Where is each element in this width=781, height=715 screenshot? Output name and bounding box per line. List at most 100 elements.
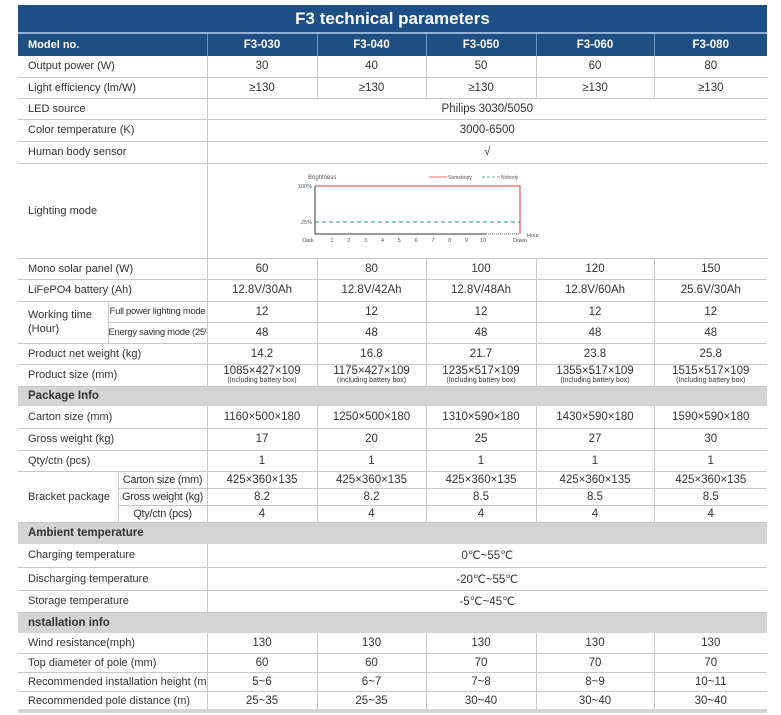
model-header-cell: F3-080	[653, 34, 767, 56]
row-label: Bracket package	[18, 471, 118, 523]
table-row: Energy saving mode (25%) 48 48 48 48 48	[18, 322, 767, 344]
value-cell: 1250×500×180	[316, 406, 426, 429]
chart-x-tick: 4	[380, 238, 383, 244]
sub-row-label: Carton size (mm)	[117, 471, 207, 489]
spanned-value-cell: √	[206, 141, 767, 164]
section-title: nstallation info	[18, 612, 767, 633]
value-cell: 6~7	[316, 672, 426, 692]
value-cell: 25	[425, 428, 536, 451]
value-cell: 12	[316, 301, 426, 323]
table-row: Discharging temperature -20℃~55℃	[18, 567, 767, 591]
value-cell: 8.5	[653, 488, 767, 506]
row-label: Gross weight (kg)	[18, 428, 207, 451]
chart-x-tick: Dark	[302, 238, 314, 244]
value-cell: 7~8	[425, 672, 536, 692]
table-row: Working time (Hour) Full power lighting m…	[18, 301, 767, 344]
section-title: Ambient temperature	[18, 522, 767, 544]
section-header: Package Info	[18, 386, 767, 406]
value-cell: 1515×517×109 (Including battery box)	[653, 364, 767, 387]
lighting-chart-svg: Brightness Hour 100% 25% Dark 1 2 3 4 5 6 7 8 9 10 Dawn…	[297, 175, 539, 244]
value-cell: 12	[653, 301, 767, 323]
model-header-cell: F3-060	[535, 34, 654, 56]
value-cell: 48	[206, 322, 317, 344]
series-line-somebody	[314, 185, 520, 234]
value-cell: 60	[206, 653, 317, 673]
value-cell: 130	[316, 633, 426, 654]
row-label: LED source	[18, 98, 207, 120]
value-cell: 1	[535, 450, 654, 472]
table-row: Qty/ctn (pcs) 1 1 1 1 1	[18, 450, 767, 472]
table-row: Output power (W) 30 40 50 60 80	[18, 56, 767, 78]
spanned-value-cell: -5℃~45℃	[206, 590, 767, 613]
size-note: (Including battery box)	[446, 377, 516, 384]
table-row: LiFePO4 battery (Ah) 12.8V/30Ah 12.8V/42Ah…	[18, 279, 767, 302]
value-cell: 8.5	[535, 488, 654, 506]
size-note: (Including battery box)	[227, 377, 297, 384]
sub-row-label: Energy saving mode (25%)	[107, 322, 207, 344]
chart-x-tick: 1	[330, 238, 333, 244]
chart-x-tick: 6	[414, 238, 417, 244]
spanned-value-cell: -20℃~55℃	[206, 567, 767, 591]
row-label: Charging temperature	[18, 544, 207, 568]
table-row: Human body sensor √	[18, 141, 767, 164]
value-cell: 425×360×135	[653, 471, 767, 489]
table-row: Product net weight (kg) 14.2 16.8 21.7 23.8 2…	[18, 343, 767, 365]
value-cell: ≥130	[316, 77, 426, 99]
value-cell: 130	[206, 633, 317, 654]
table-row: Recommended installation height (m) 5~6 6~…	[18, 672, 767, 692]
chart-y-label: Brightness	[308, 175, 336, 181]
value-cell: 1	[316, 450, 426, 472]
bottom-bar	[18, 709, 767, 713]
table-row: LED source Philips 3030/5050	[18, 98, 767, 120]
value-cell: 40	[316, 56, 426, 78]
value-cell: 20	[316, 428, 426, 451]
value-cell: 1355×517×109 (Including battery box)	[535, 364, 654, 387]
table-row: Product size (mm) 1085×427×109 (Including …	[18, 364, 767, 387]
size-value: 1515×517×109	[672, 365, 750, 377]
value-cell: 25.6V/30Ah	[653, 279, 767, 302]
value-cell: 1085×427×109 (Including battery box)	[206, 364, 317, 387]
value-cell: 1310×590×180	[425, 406, 536, 429]
row-label: Color temperature (K)	[18, 119, 207, 142]
value-cell: 8.2	[316, 488, 426, 506]
value-cell: 50	[425, 56, 536, 78]
spanned-value-cell: 3000-6500	[206, 119, 767, 142]
spec-table: Model no. F3-030 F3-040 F3-050 F3-060 F3-080 O…	[18, 34, 767, 711]
chart-x-tick: 2	[347, 238, 350, 244]
section-header: Ambient temperature	[18, 522, 767, 544]
row-label: Discharging temperature	[18, 567, 207, 591]
value-cell: 10~11	[653, 672, 767, 692]
chart-x-tick: 3	[364, 238, 367, 244]
model-header-cell: F3-040	[316, 34, 426, 56]
chart-x-tick: 9	[464, 238, 467, 244]
value-cell: 12	[425, 301, 536, 323]
model-header-cell: F3-030	[206, 34, 317, 56]
value-cell: 48	[535, 322, 654, 344]
value-cell: 8.2	[206, 488, 317, 506]
value-cell: 12	[206, 301, 317, 323]
value-cell: 30	[653, 428, 767, 451]
value-cell: 12.8V/30Ah	[206, 279, 317, 302]
value-cell: 130	[535, 633, 654, 654]
section-title: Package Info	[18, 386, 767, 406]
value-cell: 12.8V/48Ah	[425, 279, 536, 302]
value-cell: 60	[316, 653, 426, 673]
value-cell: 70	[653, 653, 767, 673]
value-cell: 30~40	[653, 691, 767, 711]
value-cell: 60	[206, 258, 317, 280]
size-note: (Including battery box)	[676, 377, 746, 384]
value-cell: 1	[425, 450, 536, 472]
value-cell: 4	[535, 505, 654, 523]
table-row: Gross weight (kg) 17 20 25 27 30	[18, 428, 767, 451]
table-row: Qty/ctn (pcs) 4 4 4 4 4	[18, 505, 767, 523]
table-row: Lighting mode Brightness Hour 100% 25% Dark 1 2…	[18, 163, 767, 259]
table-row: Light efficiency (lm/W) ≥130 ≥130 ≥130 ≥130 ≥…	[18, 77, 767, 99]
size-value: 1175×427×109	[333, 365, 410, 377]
chart-x-label: Hour	[527, 233, 539, 239]
value-cell: 30~40	[425, 691, 536, 711]
row-label: Qty/ctn (pcs)	[18, 450, 207, 472]
value-cell: 1160×500×180	[206, 406, 317, 429]
size-value: 1355×517×109	[556, 365, 634, 377]
value-cell: 4	[653, 505, 767, 523]
value-cell: 27	[535, 428, 654, 451]
